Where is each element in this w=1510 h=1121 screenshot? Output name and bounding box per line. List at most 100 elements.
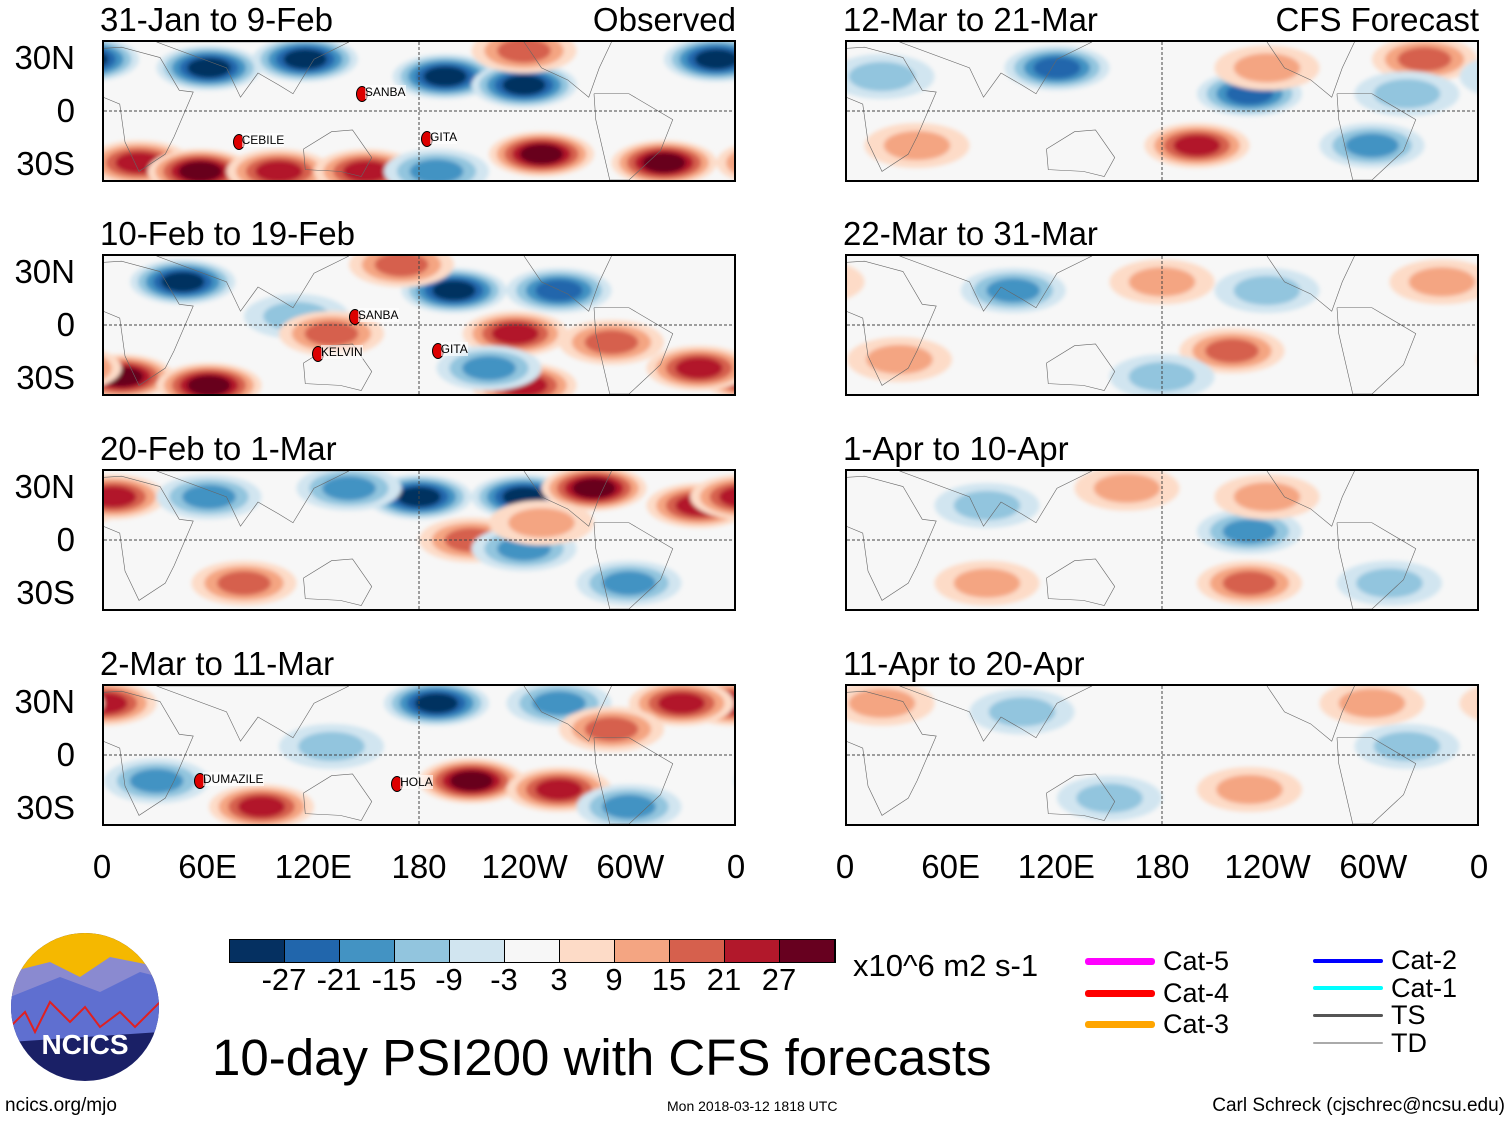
coastline [845, 47, 936, 171]
footer-timestamp: Mon 2018-03-12 1818 UTC [667, 1098, 838, 1114]
panel-title: 11-Apr to 20-Apr [843, 645, 1085, 682]
legend-line-icon [1313, 986, 1383, 990]
lon-label: 180 [391, 848, 447, 885]
colorbar-label: -3 [490, 962, 518, 997]
anomaly-contour [1459, 59, 1477, 94]
observed-map-panel[interactable] [102, 684, 736, 826]
anomaly-contour [1373, 731, 1441, 762]
lat-label: 30S [16, 789, 75, 827]
anomaly-contour [535, 778, 583, 801]
coastline [845, 261, 936, 385]
lon-label: 120E [274, 848, 352, 885]
anomaly-contour [1033, 57, 1081, 79]
coastline [594, 523, 673, 609]
colorbar-label: -21 [316, 962, 362, 997]
legend-line-icon [1085, 958, 1155, 965]
anomaly-contour [255, 160, 303, 180]
colorbar-swatch [450, 940, 505, 962]
coastline [900, 42, 1093, 97]
anomaly-contour [1222, 519, 1277, 544]
legend-item: Cat-4 [1085, 978, 1229, 1009]
lat-label: 0 [56, 521, 75, 558]
anomaly-contour [182, 484, 236, 509]
coastline [1267, 256, 1355, 311]
colorbar-swatch [340, 940, 395, 962]
ncics-logo[interactable]: NCICS [10, 932, 160, 1082]
anomaly-contour [866, 344, 933, 375]
storm-label: SANBA [357, 308, 399, 323]
anomaly-contour [1233, 53, 1301, 83]
legend-line-icon [1085, 1021, 1155, 1028]
coastline [524, 471, 612, 526]
anomaly-contour [1408, 267, 1476, 297]
lat-label: 30N [14, 38, 75, 76]
coastline [1047, 344, 1115, 391]
anomaly-contour [657, 692, 706, 715]
legend-item: Cat-2 [1313, 945, 1457, 976]
coastline [102, 476, 193, 600]
anomaly-contour [161, 271, 205, 292]
legend-item: Cat-3 [1085, 1009, 1229, 1040]
observed-map-panel[interactable] [102, 469, 736, 611]
colorbar-label: 21 [706, 962, 742, 997]
anomaly-contour [535, 279, 583, 302]
anomaly-contour [1173, 134, 1221, 157]
anomaly-contour [449, 770, 494, 791]
observed-map-panel[interactable] [102, 254, 736, 396]
footer-url[interactable]: ncics.org/mjo [5, 1095, 117, 1116]
anomaly-contour [584, 330, 639, 355]
colorbar-swatch [505, 940, 560, 962]
panel-title: 2-Mar to 11-Mar [100, 645, 335, 682]
anomaly-contour [848, 688, 916, 718]
coastline [157, 256, 350, 311]
legend-label: TD [1391, 1027, 1427, 1058]
anomaly-contour [602, 794, 656, 819]
legend-line-icon [1313, 958, 1383, 963]
anomaly-contour [726, 152, 734, 174]
anomaly-contour [883, 130, 951, 161]
coastline [524, 256, 612, 311]
forecast-map-panel[interactable] [845, 254, 1479, 396]
coastline [594, 308, 673, 394]
lat-label: 30N [14, 467, 75, 505]
colorbar-label: 27 [761, 962, 797, 997]
lon-label: 60E [921, 848, 981, 885]
footer-author: Carl Schreck (cjschrec@ncsu.edu) [1212, 1095, 1505, 1116]
colorbar-swatch [560, 940, 615, 962]
anomaly-contour [584, 717, 639, 742]
storm-label: HOLA [400, 775, 433, 790]
coastline [102, 261, 193, 385]
colorbar-swatch [285, 940, 340, 962]
anomaly-contour [1093, 473, 1161, 503]
colorbar-label: -27 [261, 962, 307, 997]
lon-label: 120E [1017, 848, 1095, 885]
legend-label: Cat-3 [1163, 1009, 1230, 1039]
anomaly-contour [953, 490, 1021, 521]
coastline [304, 559, 372, 606]
coastline [900, 686, 1093, 741]
forecast-map-panel[interactable] [845, 40, 1479, 182]
legend-item: Cat-5 [1085, 946, 1229, 977]
anomaly-contour [432, 280, 476, 301]
lon-label: 60E [178, 848, 238, 885]
storm-label: SANBA [364, 85, 406, 100]
anomaly-contour [298, 731, 365, 762]
anomaly-contour [1356, 568, 1423, 598]
anomaly-contour [1373, 79, 1441, 109]
colorbar-swatch [780, 940, 835, 962]
coastline [1047, 559, 1115, 606]
coastline [1337, 738, 1416, 824]
colorbar-label: 15 [651, 962, 687, 997]
figure-title: 10-day PSI200 with CFS forecasts [212, 1029, 992, 1086]
panel-title: 22-Mar to 31-Mar [843, 215, 1098, 252]
coastline [845, 476, 936, 600]
anomaly-contour [953, 568, 1021, 598]
coastline [102, 691, 193, 815]
anomaly-contour [178, 161, 222, 180]
lon-label: 0 [92, 848, 112, 885]
anomaly-contour [104, 351, 122, 385]
forecast-map-panel[interactable] [845, 684, 1479, 826]
anomaly-contour [1477, 337, 1479, 382]
forecast-map-panel[interactable] [845, 469, 1479, 611]
observed-map-panel[interactable] [102, 40, 736, 182]
